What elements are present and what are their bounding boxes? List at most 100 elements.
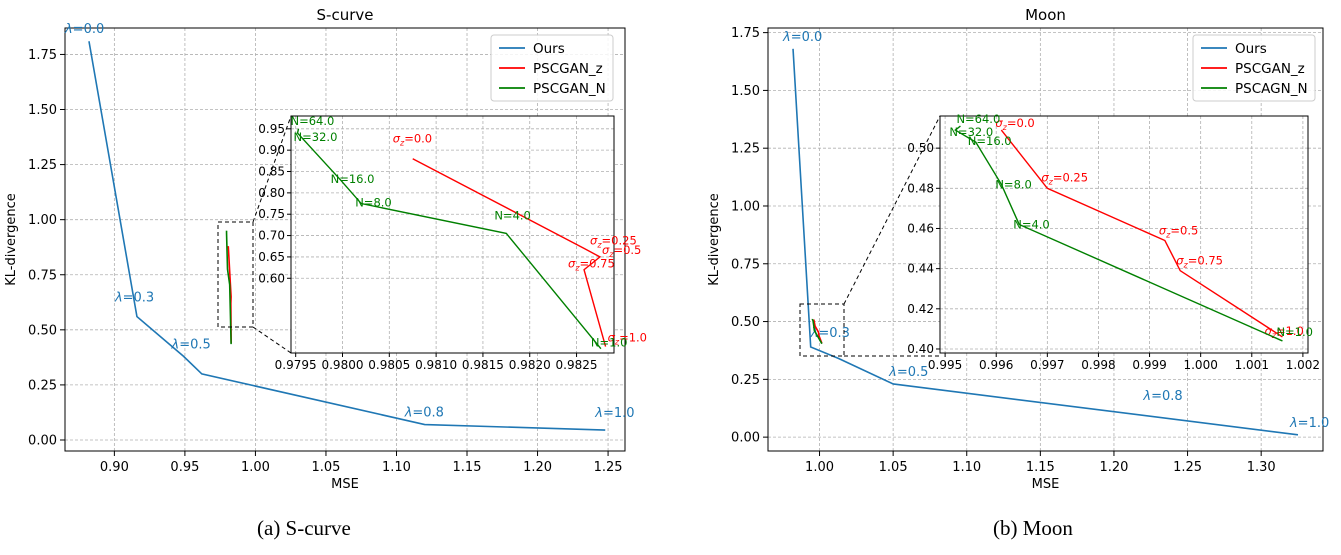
- scurve-inset-point-label: N=64.0: [290, 114, 334, 128]
- scurve-point-label: λ=1.0: [594, 406, 634, 421]
- moon-inset-y-tick-label: 0.46: [907, 221, 934, 235]
- moon-y-tick-label: 0.00: [731, 431, 760, 446]
- scurve-y-tick-label: 1.00: [28, 213, 57, 228]
- scurve-zoom-box: [217, 221, 254, 328]
- moon-inset-point-label: N=64.0: [956, 112, 1000, 126]
- moon-inset-point-label: N=32.0: [949, 125, 993, 139]
- caption-left: (a) S-curve: [257, 516, 351, 540]
- moon-x-axis-label: MSE: [1032, 477, 1060, 492]
- moon-inset-y-tick-label: 0.40: [907, 342, 934, 356]
- moon-point-label: λ=0.3: [810, 326, 850, 341]
- moon-inset-x-tick-label: 0.997: [1030, 358, 1064, 372]
- moon-series-pscgan-n: [811, 318, 823, 345]
- scurve-inset-point-label: N=32.0: [294, 130, 338, 144]
- scurve-y-tick-label: 1.75: [28, 48, 57, 63]
- scurve-y-tick-label: 0.50: [28, 323, 57, 338]
- moon-zoom-box: [799, 303, 845, 357]
- moon-legend-box: [1192, 34, 1316, 102]
- scurve-inset-x-tick-label: 0.9805: [368, 358, 410, 372]
- scurve-zoom-connector: [252, 326, 292, 354]
- caption-right: (b) Moon: [993, 516, 1073, 540]
- moon-title: Moon: [1025, 6, 1066, 24]
- scurve-legend-label: PSCGAN_z: [533, 61, 603, 77]
- scurve-y-tick-label: 0.00: [28, 433, 57, 448]
- scurve-inset-x-tick-label: 0.9825: [556, 358, 598, 372]
- moon-inset-point-label: N=4.0: [1013, 217, 1050, 231]
- moon-inset-series-pscgan-z: [1000, 129, 1283, 338]
- moon-inset-y-tick-label: 0.44: [907, 262, 934, 276]
- moon-inset-x-tick-label: 1.000: [1183, 358, 1217, 372]
- moon-inset-x-tick-label: 1.002: [1286, 358, 1320, 372]
- scurve-x-tick-label: 1.15: [453, 460, 482, 475]
- moon-inset-x-tick-label: 0.999: [1132, 358, 1166, 372]
- scurve-point-label: λ=0.5: [170, 337, 210, 352]
- scurve-inset-y-tick-label: 0.65: [258, 250, 285, 264]
- scurve-y-tick-label: 0.25: [28, 378, 57, 393]
- scurve-y-tick-label: 1.25: [28, 158, 57, 173]
- scurve-inset-point-label: σz=1.0: [608, 331, 647, 347]
- scurve-y-tick-label: 1.50: [28, 103, 57, 118]
- moon-inset-y-tick-label: 0.42: [907, 302, 934, 316]
- moon-inset-x-tick-label: 0.996: [979, 358, 1013, 372]
- scurve-x-tick-label: 1.10: [382, 460, 411, 475]
- scurve-inset-series-pscgan-z: [412, 158, 607, 347]
- moon-inset-y-tick-label: 0.48: [907, 181, 934, 195]
- moon-y-tick-label: 0.50: [731, 315, 760, 330]
- scurve-inset-point-label: σz=0.0: [393, 132, 432, 148]
- scurve-inset-x-tick-label: 0.9810: [415, 358, 457, 372]
- moon-inset-point-label: σz=0.0: [995, 116, 1034, 132]
- moon-inset-point-label: σz=1.0: [1264, 324, 1303, 340]
- moon-zoom-connector: [843, 115, 941, 305]
- scurve-point-label: λ=0.8: [404, 406, 444, 421]
- moon-y-tick-label: 1.00: [731, 199, 760, 214]
- moon-inset-point-label: σz=0.75: [1176, 254, 1223, 270]
- moon-inset-point-label: σz=0.5: [1159, 224, 1198, 240]
- moon-inset-point-label: N=16.0: [968, 134, 1012, 148]
- scurve-inset-x-tick-label: 0.9800: [321, 358, 363, 372]
- moon-x-tick-label: 1.25: [1173, 460, 1202, 475]
- scurve-inset-x-tick-label: 0.9820: [509, 358, 551, 372]
- scurve-inset-y-tick-label: 0.75: [258, 207, 285, 221]
- moon-inset-x-tick-label: 0.998: [1081, 358, 1115, 372]
- scurve-inset-point-label: N=1.0: [591, 336, 628, 350]
- moon-x-tick-label: 1.05: [879, 460, 908, 475]
- moon-inset-frame: [939, 115, 1309, 354]
- scurve-x-tick-label: 1.20: [523, 460, 552, 475]
- moon-inset-y-tick-label: 0.50: [907, 141, 934, 155]
- scurve-series-ours: [88, 41, 606, 431]
- scurve-inset-series-pscgan-n: [296, 128, 602, 350]
- scurve-inset-point-label: σz=0.5: [602, 243, 641, 259]
- moon-legend-label: PSCAGN_N: [1235, 81, 1308, 97]
- moon-chart: 1.00 1.05 1.10 1.15 1.20 1.25 1.30 0.00 0.25 0.50…: [707, 6, 1329, 492]
- moon-x-tick-label: 1.15: [1026, 460, 1055, 475]
- moon-y-tick-label: 1.50: [731, 84, 760, 99]
- moon-x-tick-label: 1.30: [1247, 460, 1276, 475]
- scurve-inset-point-label: N=8.0: [355, 196, 392, 210]
- scurve-x-tick-label: 0.90: [100, 460, 129, 475]
- moon-y-tick-label: 1.25: [731, 142, 760, 157]
- moon-inset-x-tick-label: 1.001: [1235, 358, 1269, 372]
- moon-y-tick-label: 1.75: [731, 26, 760, 41]
- scurve-zoom-connector: [252, 115, 292, 223]
- scurve-point-label: λ=0.0: [64, 22, 104, 37]
- scurve-x-tick-label: 1.05: [311, 460, 340, 475]
- scurve-series-pscgan-n: [225, 230, 232, 345]
- scurve-x-axis-label: MSE: [331, 477, 359, 492]
- scurve-inset-point-label: N=16.0: [331, 172, 375, 186]
- scurve-axes-frame: [64, 27, 626, 452]
- scurve-title: S-curve: [317, 6, 374, 24]
- moon-x-tick-label: 1.20: [1099, 460, 1128, 475]
- moon-legend-label: Ours: [1235, 41, 1267, 57]
- scurve-inset-y-tick-label: 0.60: [258, 271, 285, 285]
- scurve-y-axis-label: KL-divergence: [4, 193, 19, 286]
- moon-x-tick-label: 1.10: [952, 460, 981, 475]
- scurve-point-label: λ=0.3: [114, 291, 154, 306]
- scurve-inset-y-tick-label: 0.85: [258, 165, 285, 179]
- moon-inset-point-label: N=8.0: [995, 177, 1032, 191]
- moon-point-label: λ=1.0: [1289, 416, 1329, 431]
- scurve-legend-box: [490, 34, 614, 102]
- scurve-chart: 0.90 0.95 1.00 1.05 1.10 1.15 1.20 1.25 0.00 0.25…: [4, 6, 647, 492]
- scurve-inset-x-tick-label: 0.9815: [462, 358, 504, 372]
- moon-series-pscgan-z: [812, 319, 823, 344]
- moon-inset-point-label: σz=0.25: [1041, 170, 1088, 186]
